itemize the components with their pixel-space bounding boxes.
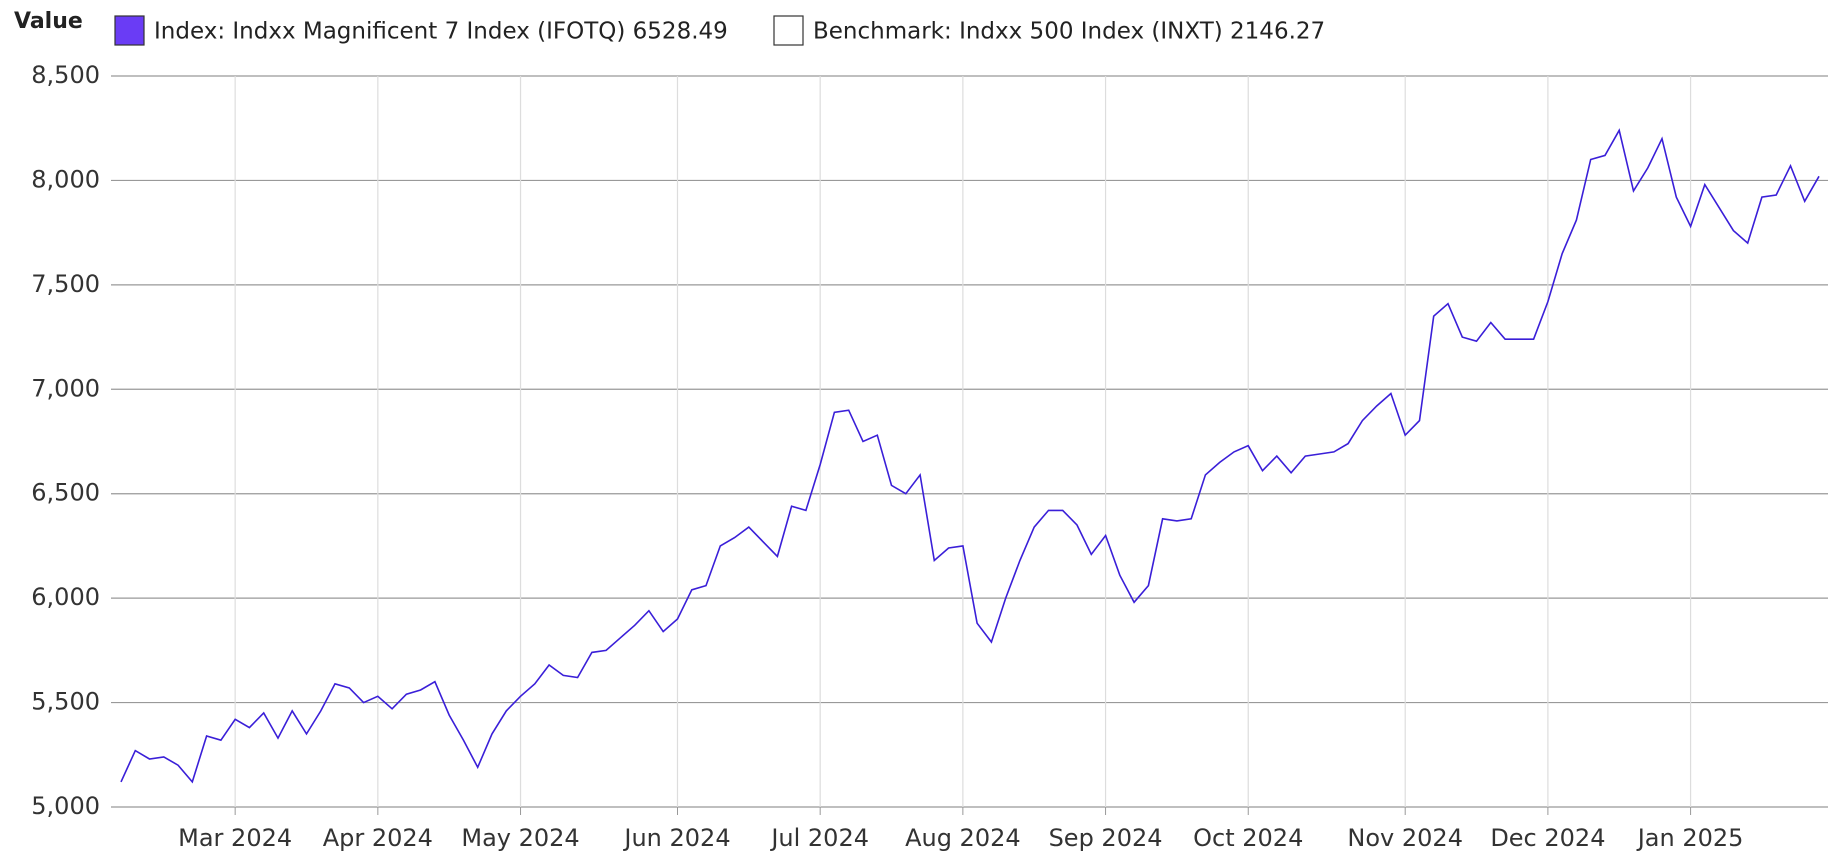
y-tick-label: 7,500 <box>31 270 100 298</box>
y-tick-label: 8,500 <box>31 61 100 89</box>
x-tick-label: Jun 2024 <box>622 824 730 852</box>
legend-swatch <box>773 15 804 46</box>
legend-swatch <box>114 15 145 46</box>
x-tick-label: Jul 2024 <box>769 824 869 852</box>
x-tick-label: Apr 2024 <box>323 824 433 852</box>
x-tick-label: May 2024 <box>461 824 579 852</box>
y-tick-label: 8,000 <box>31 165 100 193</box>
y-tick-label: 5,000 <box>31 792 100 820</box>
legend-label: Index: Indxx Magnificent 7 Index (IFOTQ)… <box>154 19 728 45</box>
y-axis-title: Value <box>14 9 83 34</box>
x-tick-label: Aug 2024 <box>905 824 1021 852</box>
x-tick-label: Nov 2024 <box>1347 824 1463 852</box>
y-tick-label: 6,500 <box>31 479 100 507</box>
x-tick-label: Oct 2024 <box>1193 824 1303 852</box>
x-tick-label: Dec 2024 <box>1490 824 1605 852</box>
x-tick-label: Jan 2025 <box>1636 824 1744 852</box>
x-tick-label: Sep 2024 <box>1049 824 1163 852</box>
x-tick-label: Mar 2024 <box>178 824 292 852</box>
y-tick-label: 5,500 <box>31 688 100 716</box>
data-line <box>120 128 1820 784</box>
y-tick-label: 6,000 <box>31 583 100 611</box>
legend-label: Benchmark: Indxx 500 Index (INXT) 2146.2… <box>813 19 1325 45</box>
y-tick-label: 7,000 <box>31 374 100 402</box>
